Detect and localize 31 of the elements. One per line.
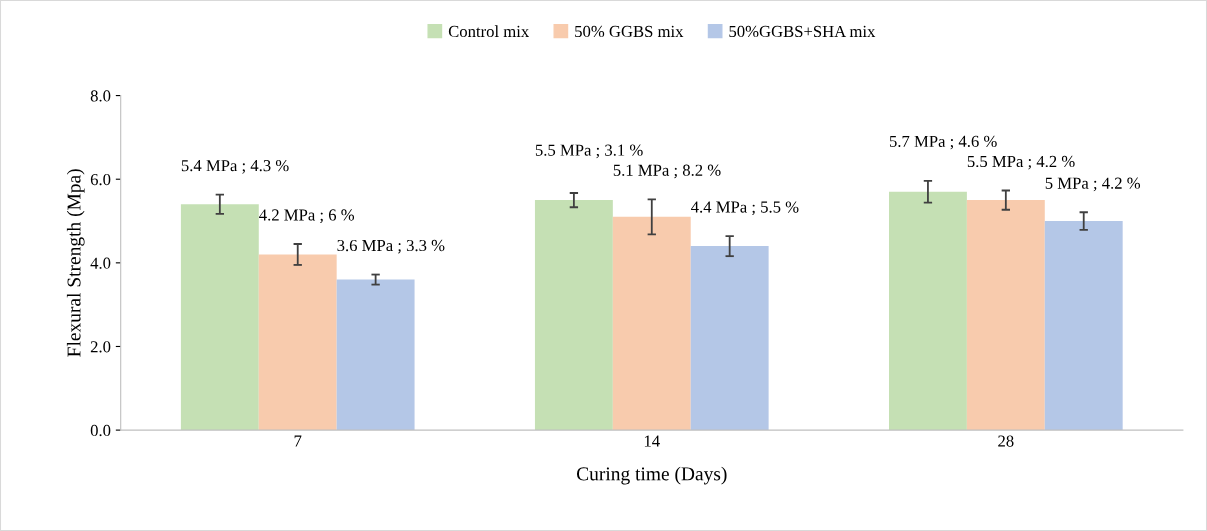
legend-label: Control mix [448, 25, 529, 38]
bar [258, 254, 337, 431]
x-axis-title: Curing time (Days) [576, 466, 727, 485]
x-tick-label: 7 [294, 435, 302, 447]
data-label: 5.5 MPa ; 3.1 % [535, 144, 643, 159]
data-label: 5 MPa ; 4.2 % [1045, 177, 1141, 192]
data-label: 4.4 MPa ; 5.5 % [691, 201, 799, 216]
data-label: 3.6 MPa ; 3.3 % [337, 239, 445, 254]
y-tick-label: 2.0 [90, 341, 111, 353]
bar [889, 191, 967, 431]
data-label: 5.7 MPa ; 4.6 % [889, 135, 997, 150]
bar [534, 200, 613, 431]
y-tick-label: 4.0 [90, 257, 111, 269]
legend-label: 50%GGBS+SHA mix [729, 25, 876, 38]
data-label: 5.5 MPa ; 4.2 % [967, 155, 1075, 170]
y-tick-label: 8.0 [90, 90, 111, 102]
bar [336, 279, 415, 431]
x-tick-label: 28 [998, 435, 1014, 447]
bar [1044, 221, 1123, 431]
x-tick-label: 14 [644, 435, 660, 447]
data-label: 5.1 MPa ; 8.2 % [613, 164, 721, 179]
y-axis-title: Flexural Strength (Mpa) [66, 169, 85, 357]
data-label: 5.4 MPa ; 4.3 % [181, 159, 289, 174]
bar [612, 216, 691, 431]
y-tick-label: 6.0 [90, 173, 111, 186]
bar [690, 246, 769, 431]
data-label: 4.2 MPa ; 6 % [259, 209, 355, 223]
bar [180, 204, 259, 431]
bar [966, 200, 1045, 431]
legend-label: 50% GGBS mix [575, 25, 684, 38]
y-tick-label: 0.0 [90, 424, 111, 437]
